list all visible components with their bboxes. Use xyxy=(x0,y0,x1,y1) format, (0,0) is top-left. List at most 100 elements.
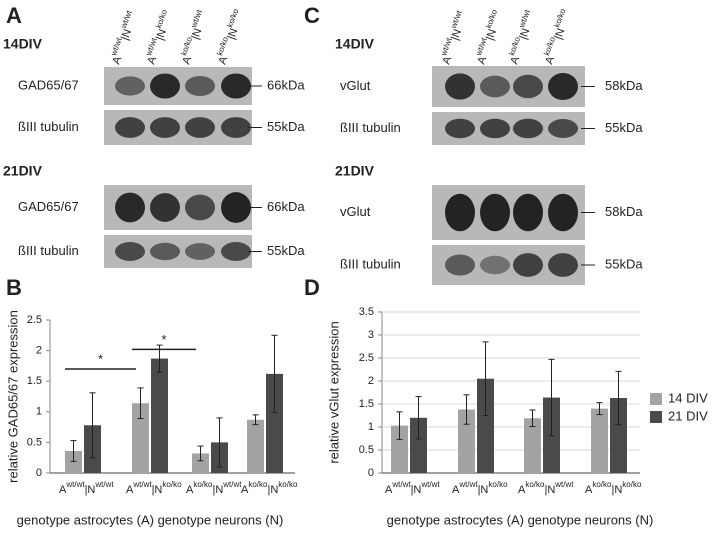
genotype-label: Ako/ko|Nwt/wt xyxy=(177,8,211,66)
blot-band xyxy=(185,117,215,138)
row-label: ßIII tubulin xyxy=(340,256,401,271)
y-tick-label: 1.5 xyxy=(359,398,374,410)
panel-letter: A xyxy=(6,3,22,28)
genotype-label: Awt/wt|Nko/ko xyxy=(452,480,508,496)
prefix: A xyxy=(475,54,489,66)
prefix: |N xyxy=(189,27,204,41)
blot-band xyxy=(221,192,251,223)
blot-band xyxy=(548,72,578,101)
prefix: |N xyxy=(552,27,567,41)
marker-label: 55kDa xyxy=(605,256,643,271)
prefix: A xyxy=(508,54,522,66)
bar xyxy=(477,378,494,473)
condition-title: 14DIV xyxy=(335,36,375,52)
superscript: wt/wt xyxy=(391,480,411,489)
condition-title: 21DIV xyxy=(3,163,43,179)
blot-band xyxy=(480,75,510,98)
blot-band xyxy=(480,255,510,275)
row-label: ßIII tubulin xyxy=(340,120,401,135)
y-tick-label: 2 xyxy=(36,345,42,357)
prefix: A xyxy=(385,484,393,496)
superscript: wt/wt xyxy=(458,480,478,489)
superscript: ko/ko xyxy=(488,480,508,489)
blot-band xyxy=(480,118,510,139)
blot-band xyxy=(150,242,180,261)
prefix: |N xyxy=(154,28,169,42)
marker-label: 66kDa xyxy=(267,199,305,214)
genotype-label: Awt/wt|Nko/ko xyxy=(142,8,176,66)
superscript: ko/ko xyxy=(193,480,213,489)
bar xyxy=(591,408,608,473)
condition-title: 21DIV xyxy=(335,163,375,179)
bar xyxy=(192,453,209,473)
genotype-label: Awt/wt|Nko/ko xyxy=(126,480,182,496)
genotype-label: Awt/wt|Nwt/wt xyxy=(107,9,141,66)
superscript: ko/ko xyxy=(154,8,169,30)
prefix: |N xyxy=(544,484,555,496)
y-tick-label: 2.5 xyxy=(27,314,42,326)
prefix: A xyxy=(585,484,593,496)
blot-band xyxy=(513,74,543,99)
prefix: A xyxy=(59,484,67,496)
significance-label: * xyxy=(161,332,166,347)
bar xyxy=(610,398,627,473)
prefix: A xyxy=(126,484,134,496)
superscript: wt/wt xyxy=(65,480,85,489)
panel-letter: C xyxy=(304,3,320,28)
y-tick-label: 0.5 xyxy=(359,444,374,456)
y-tick-label: 2 xyxy=(368,375,374,387)
prefix: A xyxy=(186,484,194,496)
legend-swatch xyxy=(650,393,662,405)
prefix: |N xyxy=(517,27,532,41)
row-label: ßIII tubulin xyxy=(18,119,79,134)
blot-band xyxy=(185,243,215,260)
superscript: wt/wt xyxy=(119,9,134,31)
marker-label: 58kDa xyxy=(605,204,643,219)
superscript: ko/ko xyxy=(552,7,567,29)
panel-letter: D xyxy=(304,275,320,300)
y-tick-label: 1.5 xyxy=(27,375,42,387)
blot-band xyxy=(115,242,145,261)
blot-band xyxy=(513,253,543,277)
blot-band xyxy=(150,117,180,138)
prefix: |N xyxy=(484,28,499,42)
genotype-label: Ako/ko|Nko/ko xyxy=(585,480,642,496)
x-axis-title: genotype astrocytes (A) genotype neurons… xyxy=(387,512,654,527)
prefix: A xyxy=(110,54,124,66)
marker-label: 55kDa xyxy=(267,243,305,258)
row-label: ßIII tubulin xyxy=(18,243,79,258)
prefix: A xyxy=(518,484,526,496)
bar xyxy=(410,417,427,473)
prefix: |N xyxy=(478,484,489,496)
prefix: |N xyxy=(152,484,163,496)
y-tick-label: 0.5 xyxy=(27,436,42,448)
genotype-label: Awt/wt|Nko/ko xyxy=(472,8,506,66)
blot-band xyxy=(480,193,510,232)
bar xyxy=(458,409,475,473)
significance-label: * xyxy=(98,351,103,366)
superscript: wt/wt xyxy=(449,9,464,31)
bar xyxy=(65,450,82,473)
genotype-label: Ako/ko|Nko/ko xyxy=(213,7,247,66)
row-label: GAD65/67 xyxy=(18,199,79,214)
blot-band xyxy=(221,117,251,138)
y-tick-label: 3.5 xyxy=(359,306,374,318)
legend-swatch xyxy=(650,411,662,423)
genotype-label: Ako/ko|Nko/ko xyxy=(540,7,574,66)
y-tick-label: 0 xyxy=(368,467,374,479)
row-label: vGlut xyxy=(340,78,371,93)
genotype-label: Ako/ko|Nwt/wt xyxy=(518,480,574,496)
blot-band xyxy=(445,73,475,100)
prefix: |N xyxy=(225,27,240,41)
marker-label: 58kDa xyxy=(605,78,643,93)
y-tick-label: 1 xyxy=(368,421,374,433)
y-tick-label: 3 xyxy=(368,329,374,341)
genotype-label: Ako/ko|Nko/ko xyxy=(241,480,298,496)
prefix: A xyxy=(440,54,454,66)
prefix: A xyxy=(180,54,194,66)
superscript: wt/wt xyxy=(420,480,440,489)
blot-band xyxy=(115,192,145,223)
y-tick-label: 2.5 xyxy=(359,352,374,364)
superscript: wt/wt xyxy=(517,8,532,30)
marker-label: 66kDa xyxy=(267,77,305,92)
